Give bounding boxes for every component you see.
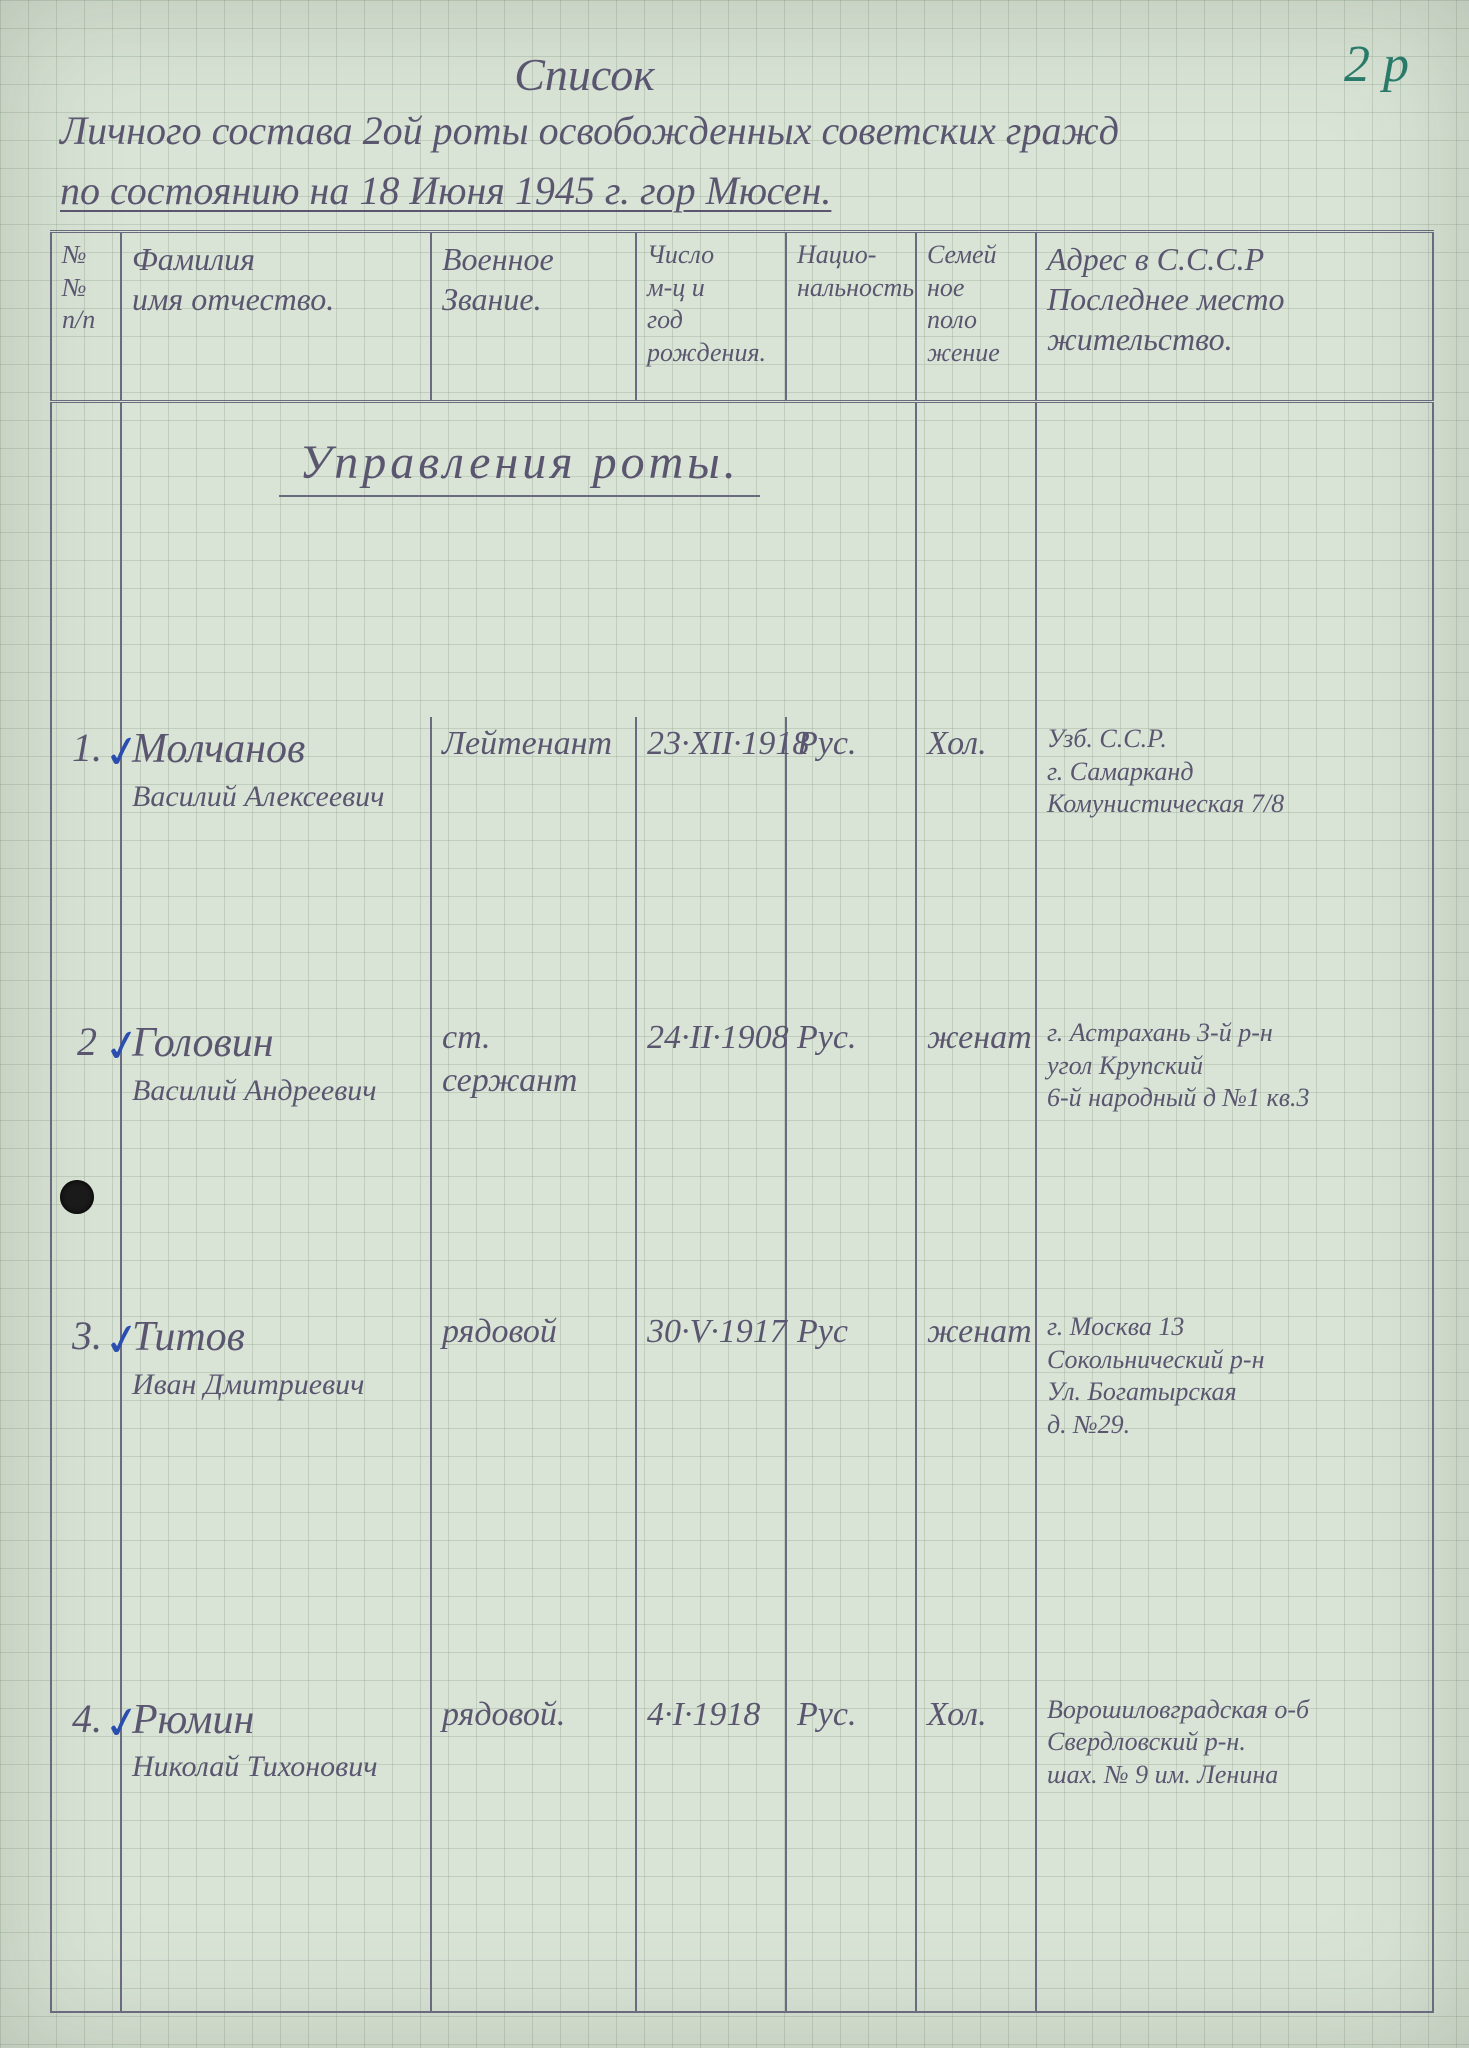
cell-dob: 24·II·1908 — [636, 1011, 786, 1305]
given-name: Иван Дмитриевич — [132, 1366, 422, 1404]
col-num: №№п/п — [51, 232, 121, 402]
cell-address: г. Астрахань 3-й р-нугол Крупский6-й нар… — [1036, 1011, 1433, 1305]
cell-nat: Рус. — [786, 1688, 916, 1982]
cell-nat: Рус. — [786, 1011, 916, 1305]
given-name: Василий Алексеевич — [132, 778, 422, 816]
cell-name: ТитовИван Дмитриевич — [121, 1305, 431, 1688]
header-row: №№п/п Фамилияимя отчество. ВоенноеЗвание… — [51, 232, 1433, 402]
given-name: Василий Андреевич — [132, 1072, 422, 1110]
table-body: Управления роты. 1.✓МолчановВасилий Алек… — [51, 402, 1433, 2013]
roster-table: №№п/п Фамилияимя отчество. ВоенноеЗвание… — [50, 230, 1434, 2013]
cell-dob: 23·XII·1918 — [636, 717, 786, 1011]
surname: Рюмин — [132, 1694, 422, 1747]
cell-num: 4.✓ — [51, 1688, 121, 1982]
page-header: Список Личного состава 2ой роты освобожд… — [0, 48, 1469, 221]
col-name: Фамилияимя отчество. — [121, 232, 431, 402]
col-dob: Числом-ц игодрождения. — [636, 232, 786, 402]
cell-fam: женат — [916, 1011, 1036, 1305]
cell-num: 2✓ — [51, 1011, 121, 1305]
cell-num: 1.✓ — [51, 717, 121, 1011]
table-row: 4.✓РюминНиколай Тихоновичрядовой.4·I·191… — [51, 1688, 1433, 1982]
given-name: Николай Тихонович — [132, 1748, 422, 1786]
col-addr: Адрес в С.С.С.РПоследнее местожительство… — [1036, 232, 1433, 402]
cell-dob: 4·I·1918 — [636, 1688, 786, 1982]
cell-fam: Хол. — [916, 1688, 1036, 1982]
filler-row — [51, 1982, 1433, 2012]
surname: Молчанов — [132, 723, 422, 776]
surname: Титов — [132, 1311, 422, 1364]
cell-name: МолчановВасилий Алексеевич — [121, 717, 431, 1011]
title-word: Список — [0, 48, 1409, 101]
table-row: 1.✓МолчановВасилий АлексеевичЛейтенант23… — [51, 717, 1433, 1011]
punch-hole — [60, 1180, 94, 1214]
cell-address: Ворошиловградская о-бСвердловский р-н.ша… — [1036, 1688, 1433, 1982]
cell-num: 3.✓ — [51, 1305, 121, 1688]
cell-rank: рядовой. — [431, 1688, 636, 1982]
cell-rank: рядовой — [431, 1305, 636, 1688]
roster-table-wrap: №№п/п Фамилияимя отчество. ВоенноеЗвание… — [50, 230, 1434, 2013]
cell-address: Узб. С.С.Р.г. СамаркандКомунистическая 7… — [1036, 717, 1433, 1011]
col-rank: ВоенноеЗвание. — [431, 232, 636, 402]
document-page: 2 р Список Личного состава 2ой роты осво… — [0, 0, 1469, 2048]
cell-name: ГоловинВасилий Андреевич — [121, 1011, 431, 1305]
cell-nat: Рус — [786, 1305, 916, 1688]
header-line-2: по состоянию на 18 Июня 1945 г. гор Мюсе… — [60, 168, 831, 213]
cell-address: г. Москва 13Сокольнический р-нУл. Богаты… — [1036, 1305, 1433, 1688]
cell-rank: ст. сержант — [431, 1011, 636, 1305]
col-fam: Семейноеположение — [916, 232, 1036, 402]
table-row: 3.✓ТитовИван Дмитриевичрядовой30·V·1917Р… — [51, 1305, 1433, 1688]
cell-nat: Рус. — [786, 717, 916, 1011]
surname: Головин — [132, 1017, 422, 1070]
cell-fam: Хол. — [916, 717, 1036, 1011]
cell-fam: женат — [916, 1305, 1036, 1688]
cell-dob: 30·V·1917 — [636, 1305, 786, 1688]
section-title: Управления роты. — [279, 433, 760, 497]
table-row: 2✓ГоловинВасилий Андреевичст. сержант24·… — [51, 1011, 1433, 1305]
section-row: Управления роты. — [51, 402, 1433, 718]
header-line-1: Личного состава 2ой роты освобожденных с… — [60, 108, 1119, 153]
cell-name: РюминНиколай Тихонович — [121, 1688, 431, 1982]
cell-rank: Лейтенант — [431, 717, 636, 1011]
col-nat: Нацио-нальность — [786, 232, 916, 402]
